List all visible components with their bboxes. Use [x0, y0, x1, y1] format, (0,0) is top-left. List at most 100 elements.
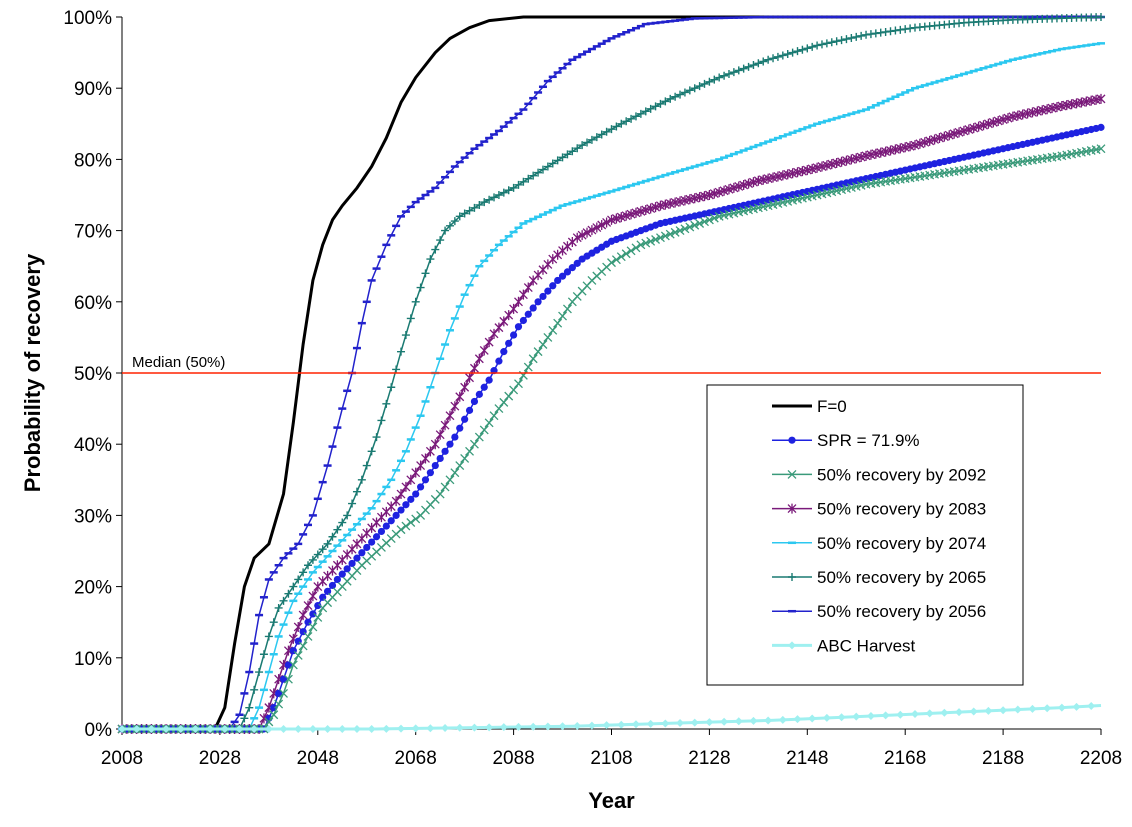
data-point: [783, 50, 792, 59]
data-point: [646, 104, 655, 113]
y-tick-label: 60%: [74, 293, 112, 314]
data-point: [323, 587, 332, 595]
data-point: [446, 440, 454, 448]
series-50-recovery-by-2074: [118, 42, 1105, 731]
data-point: [528, 354, 538, 364]
data-point: [886, 27, 895, 36]
data-point: [314, 601, 322, 610]
data-point: [675, 226, 685, 236]
data-point: [304, 561, 313, 570]
data-point: [220, 725, 229, 733]
data-point: [984, 706, 993, 715]
data-point: [1043, 704, 1052, 713]
data-point: [587, 225, 597, 236]
data-point: [705, 77, 714, 86]
data-point: [358, 549, 366, 557]
data-point: [250, 685, 259, 694]
data-point: [944, 130, 954, 141]
data-point: [690, 718, 699, 727]
data-point: [862, 30, 871, 39]
data-point: [808, 42, 817, 51]
data-point: [704, 215, 714, 225]
data-point: [622, 117, 631, 126]
data-point: [778, 715, 787, 724]
data-point: [817, 40, 826, 49]
data-point: [636, 206, 646, 217]
series-abc-harvest: [118, 702, 1102, 733]
data-point: [368, 538, 376, 546]
data-point: [460, 453, 470, 463]
data-point: [930, 134, 940, 145]
data-point: [636, 240, 646, 250]
legend-swatch-marker: [787, 469, 797, 479]
data-point: [274, 603, 283, 612]
data-point: [479, 345, 489, 356]
data-point: [983, 118, 993, 129]
data-point: [837, 713, 846, 722]
data-point: [475, 200, 484, 209]
data-point: [293, 650, 303, 660]
data-point: [308, 725, 317, 733]
data-point: [949, 128, 959, 139]
data-point: [313, 550, 322, 559]
data-point: [597, 220, 607, 231]
legend-label: ABC Harvest: [817, 636, 916, 655]
data-point: [695, 82, 704, 91]
data-point: [338, 570, 346, 578]
data-point: [979, 120, 988, 131]
data-point: [303, 600, 313, 611]
data-point: [505, 339, 513, 347]
data-point: [558, 245, 568, 256]
data-point: [489, 328, 499, 339]
data-point: [264, 725, 273, 733]
legend-label: 50% recovery by 2056: [817, 602, 986, 621]
data-point: [392, 511, 400, 519]
data-point: [240, 714, 249, 723]
data-point: [558, 153, 567, 162]
data-point: [1096, 93, 1106, 104]
data-point: [837, 36, 846, 45]
data-point: [303, 631, 313, 641]
data-point: [939, 131, 949, 142]
data-point: [925, 135, 935, 146]
data-point: [793, 715, 802, 724]
data-point: [549, 282, 557, 290]
data-point: [455, 723, 464, 732]
data-point: [499, 316, 509, 327]
data-point: [445, 475, 455, 485]
data-point: [450, 468, 460, 478]
data-point: [602, 127, 611, 136]
data-point: [670, 227, 680, 237]
data-point: [959, 125, 969, 136]
legend-swatch-marker: [788, 641, 796, 650]
data-point: [377, 416, 386, 425]
data-point: [499, 188, 508, 197]
data-point: [734, 717, 743, 726]
data-point: [543, 162, 552, 171]
data-point: [988, 117, 998, 128]
data-point: [441, 447, 449, 455]
data-point: [494, 404, 504, 414]
data-point: [396, 489, 406, 500]
data-point: [529, 171, 538, 180]
data-point: [294, 725, 303, 733]
x-tick-label: 2168: [884, 748, 926, 769]
data-point: [558, 311, 568, 321]
data-point: [813, 41, 822, 50]
data-point: [1013, 705, 1022, 714]
data-point: [563, 268, 572, 276]
data-point: [455, 461, 465, 471]
data-point: [724, 184, 734, 195]
series-50-recovery-by-2092: [117, 144, 1106, 734]
data-point: [440, 420, 450, 431]
data-point: [514, 296, 523, 307]
data-point: [631, 207, 641, 218]
data-point: [402, 501, 410, 509]
data-point: [441, 226, 450, 235]
data-point: [690, 84, 699, 93]
data-point: [352, 725, 361, 733]
data-point: [896, 25, 905, 34]
data-point: [896, 710, 905, 719]
data-point: [176, 725, 185, 733]
